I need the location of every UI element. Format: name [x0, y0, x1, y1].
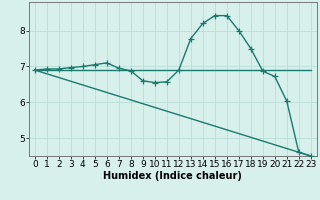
X-axis label: Humidex (Indice chaleur): Humidex (Indice chaleur)	[103, 171, 242, 181]
